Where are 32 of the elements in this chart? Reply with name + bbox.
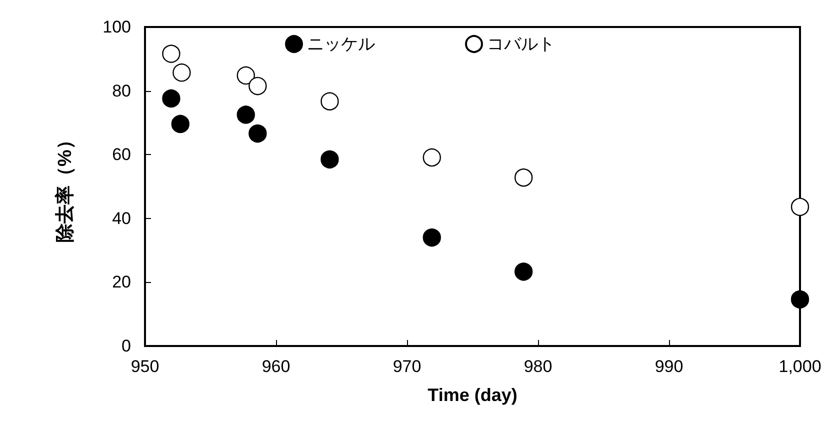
point bbox=[236, 106, 255, 124]
point bbox=[236, 66, 255, 85]
point bbox=[790, 290, 810, 309]
y-tick-label: 0 bbox=[122, 336, 131, 356]
legend-label: ニッケル bbox=[307, 34, 375, 54]
point bbox=[320, 150, 339, 168]
point bbox=[162, 89, 180, 108]
y-tick-label: 80 bbox=[112, 81, 131, 100]
x-tick-label: 960 bbox=[262, 357, 290, 376]
y-axis-title: 除去率（%） bbox=[54, 130, 76, 242]
x-tick-label: 1,000 bbox=[778, 357, 822, 376]
legend-label: コバルト bbox=[487, 34, 555, 54]
x-tick-label: 990 bbox=[654, 357, 684, 376]
y-tick-label: 100 bbox=[102, 18, 131, 36]
y-tick-label: 20 bbox=[112, 272, 131, 292]
x-axis-title: Time (day) bbox=[428, 385, 518, 405]
y-tick-label: 40 bbox=[112, 208, 131, 228]
point bbox=[171, 114, 190, 134]
point bbox=[514, 262, 533, 281]
point bbox=[514, 168, 533, 187]
point bbox=[422, 148, 441, 167]
point bbox=[162, 44, 180, 63]
point bbox=[422, 228, 441, 247]
point bbox=[248, 76, 267, 96]
x-tick-label: 980 bbox=[524, 357, 552, 376]
point bbox=[320, 92, 339, 110]
x-tick-label: 970 bbox=[392, 357, 422, 376]
y-tick-label: 60 bbox=[112, 145, 131, 164]
point bbox=[248, 124, 267, 143]
point bbox=[172, 64, 191, 82]
point bbox=[790, 198, 810, 216]
x-tick-label: 950 bbox=[130, 357, 160, 376]
